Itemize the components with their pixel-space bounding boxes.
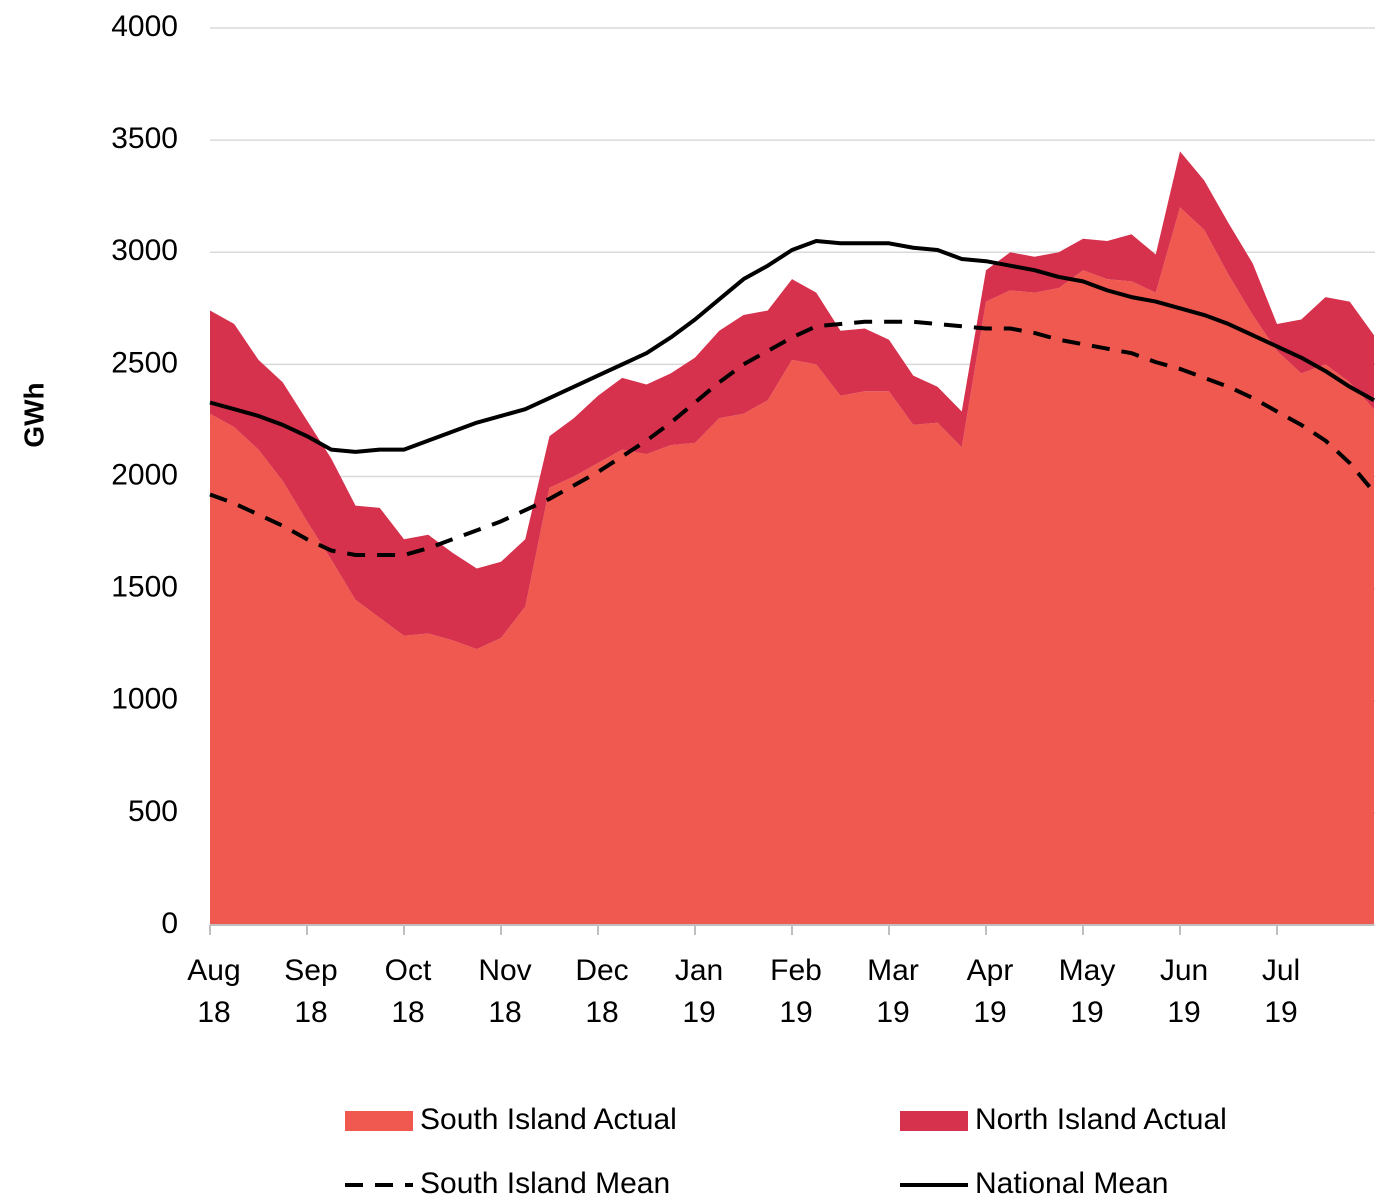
y-axis-label: GWh [18,382,49,447]
x-tick-label: Aug 18 [187,954,240,1029]
legend-label: National Mean [975,1167,1168,1200]
y-tick-label: 1000 [111,683,178,716]
y-tick-label: 2000 [111,458,178,491]
legend-label: South Island Mean [420,1167,670,1200]
line [209,319,1375,557]
x-tick-label: May 19 [1059,954,1116,1029]
x-tick-label: Apr 19 [967,954,1014,1029]
legend-swatch [900,1111,968,1131]
y-tick-label: 3500 [111,122,178,155]
x-tick-label: Nov 18 [478,954,531,1029]
x-tick-label: Sep 18 [284,954,337,1029]
x-tick-label: Jun 19 [1160,954,1208,1029]
x-tick-label: Dec 18 [575,954,628,1029]
legend-swatch [345,1111,413,1131]
legend-label: South Island Actual [420,1103,677,1136]
y-tick-label: 4000 [111,10,178,43]
x-tick-label: Feb 19 [770,954,822,1029]
x-tick-label: Mar 19 [867,954,919,1029]
legend-label: North Island Actual [975,1103,1227,1136]
y-tick-label: 0 [161,907,178,940]
area [210,207,1374,925]
y-tick-label: 2500 [111,346,178,379]
y-tick-label: 3000 [111,234,178,267]
y-tick-label: 500 [128,795,178,828]
x-tick-label: Jul 19 [1262,954,1300,1029]
y-tick-label: 1500 [111,571,178,604]
line [209,239,1375,454]
x-tick-label: Jan 19 [675,954,723,1029]
x-tick-label: Oct 18 [385,954,432,1029]
